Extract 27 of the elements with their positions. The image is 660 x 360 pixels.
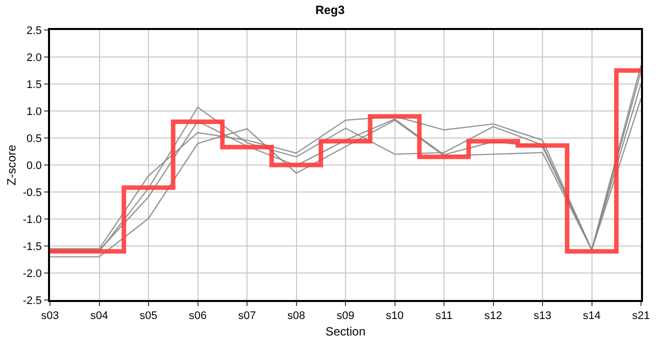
x-tick-label: s09	[336, 310, 354, 322]
y-tick-label: -2.0	[22, 268, 42, 280]
x-tick-label: s07	[238, 310, 256, 322]
y-tick-label: -2.5	[22, 294, 42, 307]
x-axis-title: Section	[325, 324, 366, 339]
y-tick-label: 1.5	[26, 78, 42, 91]
y-axis-title: Z-score	[4, 144, 19, 186]
y-tick-label: 2.0	[26, 52, 42, 64]
x-tick-label: s10	[386, 310, 404, 322]
y-tick-label: -1.5	[22, 240, 42, 253]
x-tick-label: s14	[582, 310, 601, 322]
x-tick-label: s04	[90, 310, 108, 322]
x-tick-label: s05	[140, 310, 158, 322]
y-tick-label: 0.0	[26, 160, 42, 172]
x-tick-label: s08	[287, 310, 306, 322]
x-tick-label: s11	[436, 310, 452, 322]
x-tick-label: s21	[632, 310, 650, 322]
x-tick-label: s13	[534, 310, 552, 322]
y-tick-label: 1.0	[26, 106, 42, 118]
x-tick-label: s06	[188, 310, 207, 322]
y-tick-label: -1.0	[22, 214, 42, 226]
y-tick-label: 2.5	[26, 24, 42, 37]
y-tick-label: -0.5	[22, 186, 42, 199]
x-tick-label: s03	[41, 310, 59, 322]
x-tick-label: s12	[484, 310, 502, 322]
chart-title: Reg3	[315, 2, 345, 17]
y-tick-label: 0.5	[26, 132, 42, 145]
